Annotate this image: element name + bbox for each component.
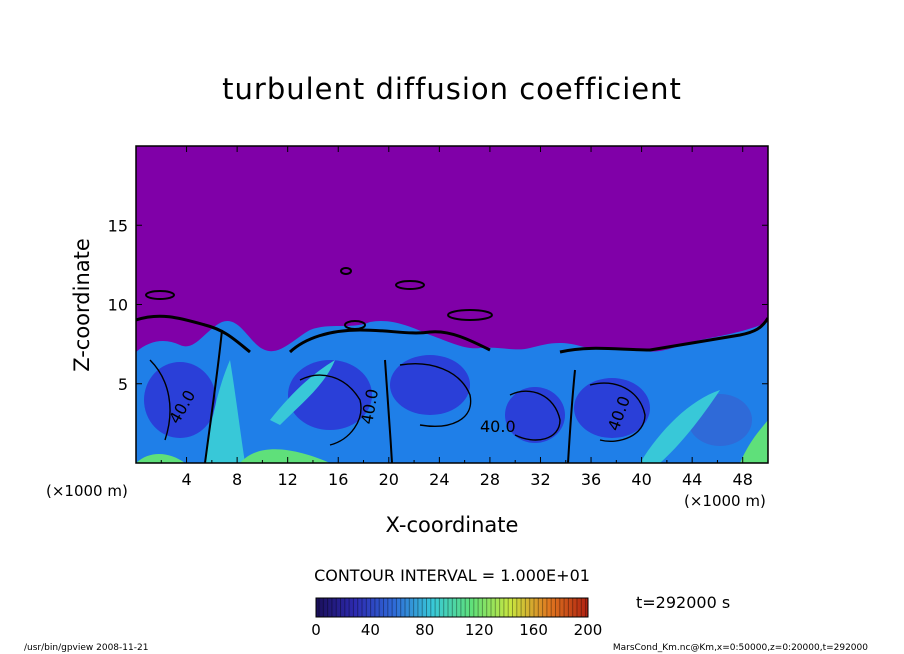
- y-tick-label: 5: [118, 375, 128, 394]
- eddy: [144, 362, 216, 438]
- y-tick-label: 10: [108, 296, 128, 315]
- x-tick-label: 20: [379, 470, 399, 489]
- contour-patch: [340, 267, 352, 275]
- colorbar-frame: [315, 597, 589, 618]
- x-tick-label: 12: [278, 470, 298, 489]
- x-tick-label: 44: [682, 470, 702, 489]
- colorbar-tick-label: 40: [361, 621, 380, 639]
- shear-zone: [136, 453, 185, 463]
- x-tick-label: 32: [530, 470, 550, 489]
- shear-zone: [640, 390, 720, 463]
- contour-patch: [344, 320, 366, 330]
- y-axis: 5 10 15: [108, 216, 768, 394]
- y-tick-label: 15: [108, 216, 128, 235]
- time-label: t=292000 s: [636, 593, 731, 612]
- colorbar-stripes: [318, 598, 587, 617]
- x-axis: 4 8 12 16 20 24 28 32 36 40 44 48: [160, 146, 753, 489]
- footer-data-info: MarsCond_Km.nc@Km,x=0:50000,z=0:20000,t=…: [612, 643, 868, 653]
- colorbar-axis: 0 40 80 120 160 200: [311, 621, 602, 639]
- colorbar: [316, 598, 588, 617]
- shear-zone: [205, 360, 245, 463]
- x-tick-label: 8: [232, 470, 242, 489]
- colorbar-tick-label: 80: [415, 621, 434, 639]
- eddy: [574, 378, 650, 438]
- x-tick-label: 48: [733, 470, 753, 489]
- colorbar-tick-label: 120: [465, 621, 494, 639]
- y-axis-label: Z-coordinate: [70, 238, 94, 372]
- contour-patch: [447, 309, 493, 321]
- contour-interval-label: CONTOUR INTERVAL = 1.000E+01: [314, 566, 590, 585]
- x-unit-label: (×1000 m): [46, 482, 128, 500]
- x-tick-label: 24: [429, 470, 449, 489]
- x-tick-label: 4: [181, 470, 191, 489]
- contour-line: [149, 359, 646, 446]
- x-axis-label: X-coordinate: [385, 513, 519, 537]
- shear-zone: [740, 420, 768, 463]
- x-tick-label: 36: [581, 470, 601, 489]
- eddy: [288, 360, 372, 430]
- contour-label: 40.0: [480, 417, 516, 436]
- shear-zone: [270, 360, 335, 425]
- contour-line: [136, 314, 768, 354]
- x-tick-label: 28: [480, 470, 500, 489]
- colorbar-tick-label: 160: [519, 621, 548, 639]
- chart-title: turbulent diffusion coefficient: [222, 72, 682, 106]
- eddy: [390, 355, 470, 415]
- contour-patch: [395, 280, 425, 290]
- colorbar-tick-label: 200: [574, 621, 603, 639]
- heatmap-field: 40.0 40.0 40.0 40.0: [136, 146, 768, 463]
- x-tick-label: 16: [328, 470, 348, 489]
- footer-program-info: /usr/bin/gpview 2008-11-21: [24, 643, 149, 653]
- contour-line: [204, 329, 576, 463]
- x-tick-label: 40: [631, 470, 651, 489]
- shear-zone: [240, 449, 330, 463]
- x-unit-label: (×1000 m): [684, 492, 766, 510]
- contour-patch: [145, 290, 175, 300]
- colorbar-tick-label: 0: [311, 621, 321, 639]
